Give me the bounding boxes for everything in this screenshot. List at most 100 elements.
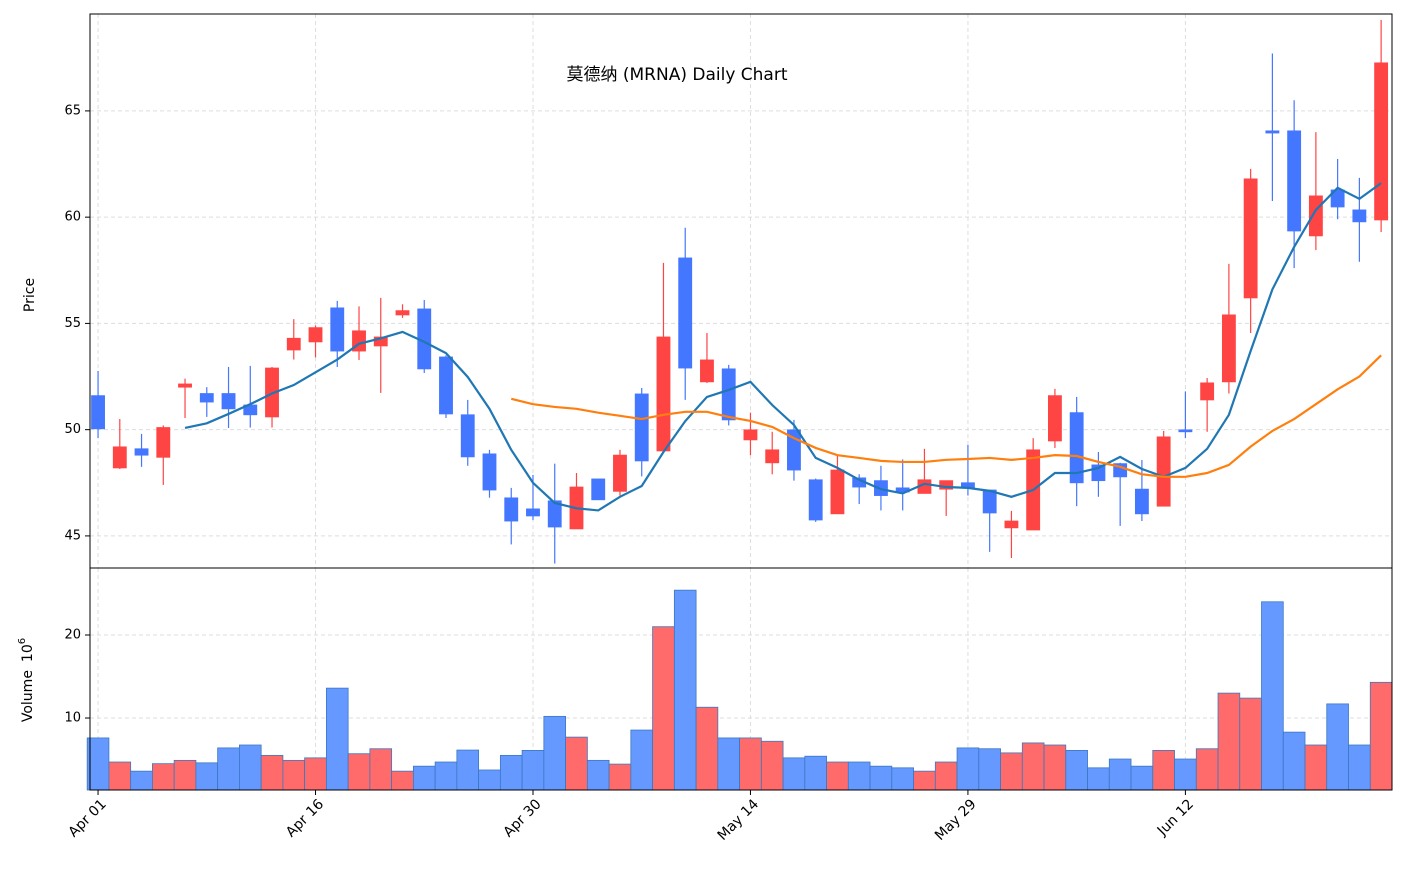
candle-body: [373, 336, 388, 347]
volume-bar: [847, 761, 871, 791]
candle-body: [308, 327, 323, 343]
volume-bar: [652, 626, 675, 791]
volume-bar: [369, 748, 393, 791]
candle-body: [1134, 488, 1149, 515]
y-tick-label: 50: [64, 422, 81, 437]
candle-body: [591, 478, 606, 501]
volume-bar: [978, 748, 1001, 791]
volume-bar: [869, 765, 893, 791]
candle-body: [743, 429, 758, 441]
volume-bar: [1348, 744, 1371, 791]
candle-body: [199, 393, 214, 403]
volume-bar: [1282, 731, 1306, 791]
volume-bar: [1261, 601, 1284, 791]
volume-bar: [1326, 703, 1349, 791]
volume-bar: [804, 755, 827, 791]
candle-body: [286, 337, 301, 351]
y-tick-label: 65: [64, 103, 81, 118]
y-tick-label: 20: [64, 627, 81, 642]
volume-bar: [826, 761, 849, 791]
volume-bar: [521, 749, 545, 791]
candle-body: [1156, 436, 1171, 507]
candle-body: [1004, 520, 1019, 529]
moving-average-line: [510, 354, 1382, 478]
y-tick-label: 55: [64, 316, 81, 331]
candle-body: [1287, 130, 1302, 232]
candle-body: [1178, 429, 1193, 433]
volume-bar: [434, 761, 458, 791]
candle-body: [221, 393, 236, 410]
volume-bar: [152, 763, 175, 791]
candle-body: [460, 414, 475, 458]
volume-label: Volume: [20, 670, 36, 722]
volume-bar: [630, 729, 653, 791]
volume-bar: [760, 740, 784, 791]
candle-body: [830, 469, 845, 515]
candle-body: [1200, 382, 1215, 401]
volume-bar: [1369, 681, 1393, 791]
candle-body: [1330, 189, 1345, 208]
candle-body: [700, 359, 714, 383]
moving-average-line: [184, 182, 1382, 512]
candle-body: [526, 508, 540, 517]
volume-frame: [89, 567, 1393, 791]
volume-bar: [499, 754, 523, 791]
offset-base: 10: [20, 644, 36, 662]
volume-bar: [1304, 744, 1328, 791]
volume-axis-label: Volume 106: [17, 638, 36, 722]
candle-body: [1221, 314, 1236, 383]
candle-body: [178, 383, 192, 388]
candle-body: [1047, 395, 1062, 442]
volume-bar: [1195, 748, 1219, 791]
volume-bar: [478, 769, 501, 791]
candle-body: [112, 446, 127, 469]
volume-bar: [608, 763, 632, 791]
volume-bar: [673, 589, 697, 791]
volume-bar: [304, 757, 327, 791]
volume-bar: [412, 765, 436, 791]
volume-bar: [130, 770, 153, 791]
volume-bar: [108, 761, 132, 791]
candle-body: [330, 307, 345, 352]
volume-bar: [195, 762, 219, 791]
volume-bar: [913, 770, 936, 791]
volume-bar: [782, 757, 806, 791]
volume-bar: [1239, 697, 1262, 791]
volume-bar: [217, 747, 240, 791]
volume-bar: [325, 687, 349, 791]
volume-bar: [956, 747, 980, 791]
volume-bar: [891, 767, 914, 791]
candle-body: [765, 449, 780, 464]
volume-bar: [565, 736, 588, 791]
volume-bar: [717, 737, 740, 791]
volume-bar: [1000, 752, 1023, 791]
volume-bar: [456, 749, 480, 791]
volume-bar: [1065, 749, 1088, 791]
y-axis-label: Price: [22, 278, 38, 312]
candle-body: [134, 448, 149, 456]
candle-body: [808, 479, 823, 521]
candle-body: [482, 453, 497, 491]
volume-bar: [1217, 692, 1241, 791]
volume-bar: [586, 759, 610, 791]
candle-body: [1069, 412, 1084, 484]
volume-bar: [934, 761, 958, 791]
candle-body: [395, 310, 410, 316]
candle-body: [547, 500, 562, 528]
candle-body: [91, 395, 105, 430]
offset-exponent: 6: [17, 638, 28, 644]
volume-bar: [1130, 765, 1154, 791]
volume-bar: [1108, 758, 1132, 791]
volume-bar: [260, 754, 284, 791]
candle-body: [656, 336, 671, 452]
candle-body: [634, 393, 649, 462]
volume-bar: [1043, 744, 1067, 791]
candle-body: [721, 368, 736, 421]
volume-bar: [173, 759, 197, 791]
candle-body: [439, 356, 453, 415]
volume-bar: [1152, 749, 1175, 791]
volume-bar: [1174, 758, 1197, 791]
volume-bar: [239, 744, 262, 791]
volume-bar: [1087, 767, 1110, 791]
y-tick-label: 60: [64, 210, 81, 225]
